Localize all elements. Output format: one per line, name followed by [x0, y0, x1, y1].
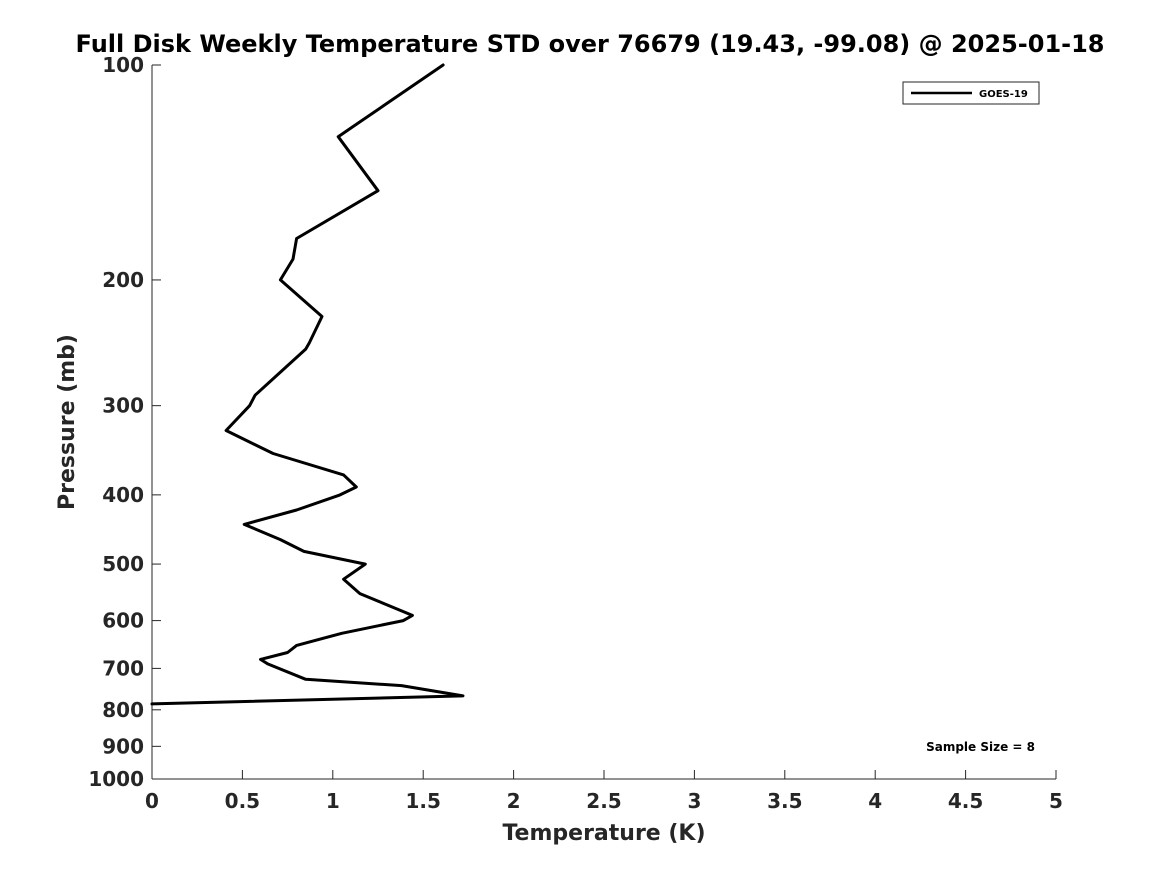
- sample-size-annotation: Sample Size = 8: [926, 740, 1035, 754]
- x-tick-label: 0: [145, 789, 159, 813]
- x-tick-label: 4: [868, 789, 882, 813]
- y-tick-label: 900: [102, 734, 144, 758]
- y-tick-label: 600: [102, 609, 144, 633]
- y-tick-label: 300: [102, 394, 144, 418]
- x-tick-label: 2: [507, 789, 521, 813]
- y-tick-label: 100: [102, 53, 144, 77]
- y-ticks: 100 200 300 400 500 600 700 800 900 1000: [88, 53, 161, 791]
- y-tick-label: 700: [102, 656, 144, 680]
- chart-title: Full Disk Weekly Temperature STD over 76…: [76, 30, 1105, 58]
- y-tick-label: 400: [102, 483, 144, 507]
- legend: GOES-19: [902, 81, 1040, 105]
- x-tick-label: 1: [326, 789, 340, 813]
- y-tick-label: 500: [102, 552, 144, 576]
- y-tick-label: 200: [102, 268, 144, 292]
- x-tick-label: 3.5: [767, 789, 802, 813]
- y-axis-label: Pressure (mb): [55, 334, 80, 510]
- x-tick-label: 4.5: [948, 789, 983, 813]
- x-ticks: 0 0.5 1 1.5 2 2.5 3 3.5 4 4.5 5: [145, 770, 1063, 813]
- y-tick-label: 1000: [88, 767, 144, 791]
- x-tick-label: 2.5: [586, 789, 621, 813]
- x-axis-label: Temperature (K): [502, 821, 705, 846]
- series-layer: [150, 63, 465, 706]
- y-tick-label: 800: [102, 698, 144, 722]
- series-line-goes-19: [150, 63, 465, 706]
- x-tick-label: 5: [1049, 789, 1063, 813]
- x-tick-label: 1.5: [405, 789, 440, 813]
- x-tick-label: 3: [687, 789, 701, 813]
- legend-entry: GOES-19: [979, 89, 1028, 100]
- x-tick-label: 0.5: [225, 789, 260, 813]
